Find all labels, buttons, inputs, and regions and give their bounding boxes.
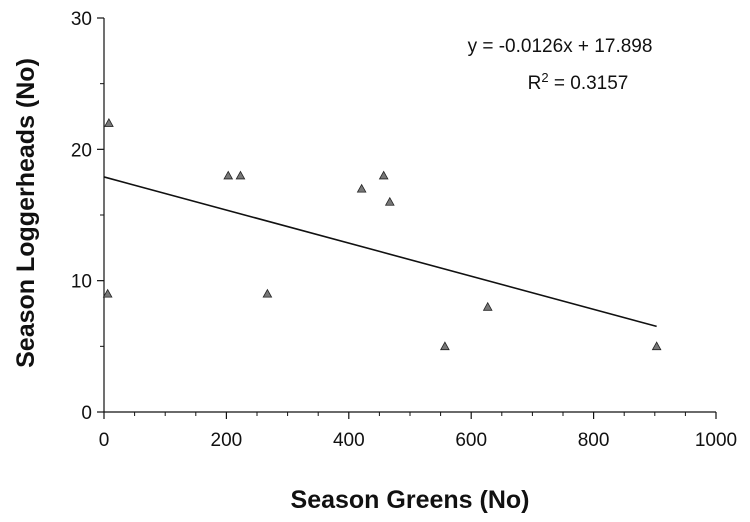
- data-point: [652, 342, 660, 350]
- x-tick-label: 800: [578, 430, 610, 451]
- y-tick-label: 0: [81, 403, 92, 424]
- y-tick-label: 20: [71, 140, 92, 161]
- data-point: [105, 119, 113, 127]
- r-squared-symbol: R: [528, 73, 542, 94]
- data-point: [103, 290, 111, 298]
- data-point: [484, 303, 492, 311]
- r-squared-label: R2 = 0.3157: [528, 70, 629, 95]
- trendline-group: [104, 177, 657, 326]
- r-squared-exponent: 2: [541, 70, 548, 85]
- x-tick-label: 1000: [695, 430, 737, 451]
- x-tick-label: 400: [333, 430, 365, 451]
- trendline-equation: y = -0.0126x + 17.898: [468, 36, 653, 57]
- data-point: [357, 185, 365, 193]
- data-point: [441, 342, 449, 350]
- y-tick-label: 30: [71, 9, 92, 30]
- data-point: [263, 290, 271, 298]
- data-point: [386, 198, 394, 206]
- y-axis-title: Season Loggerheads (No): [12, 58, 40, 368]
- x-tick-label: 0: [99, 430, 110, 451]
- trendline: [104, 177, 657, 326]
- tick-labels: 0 10 20 30 0 200 400 600 800 1000: [71, 9, 737, 451]
- x-tick-label: 200: [211, 430, 243, 451]
- x-axis-title: Season Greens (No): [291, 486, 530, 514]
- x-tick-label: 600: [455, 430, 487, 451]
- data-point: [236, 171, 244, 179]
- data-points: [103, 119, 660, 350]
- data-point: [379, 171, 387, 179]
- r-squared-value: = 0.3157: [549, 73, 629, 94]
- data-point: [224, 171, 232, 179]
- y-tick-label: 10: [71, 272, 92, 293]
